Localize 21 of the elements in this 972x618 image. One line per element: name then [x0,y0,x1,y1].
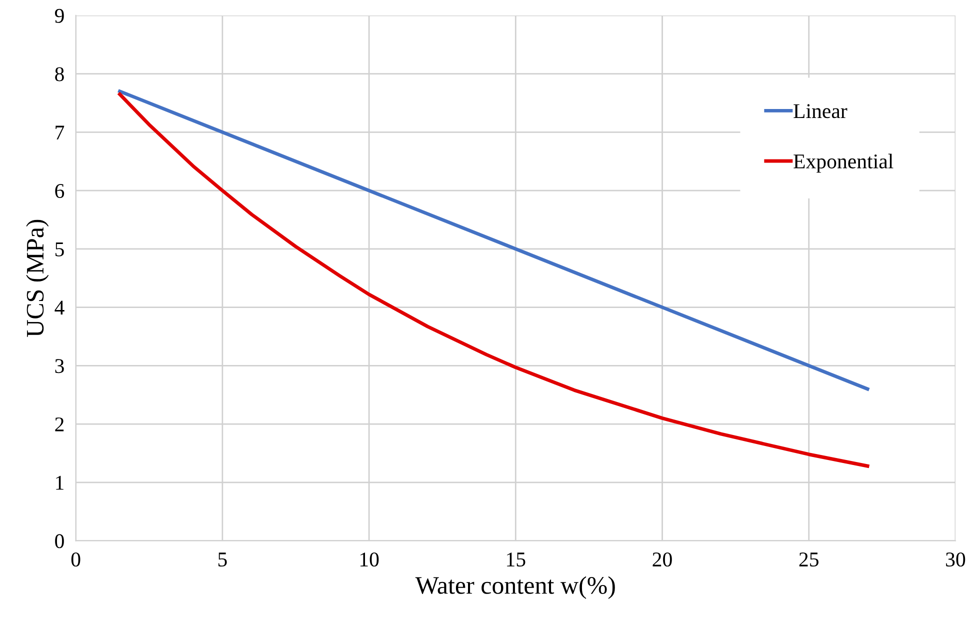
y-axis-title: UCS (MPa) [26,220,49,337]
y-tick-label: 9 [54,8,64,23]
y-tick-label: 2 [55,417,64,432]
y-tick-label: 1 [56,476,64,490]
x-tick-label: 15 [507,552,526,567]
y-tick-label: 7 [56,126,64,140]
y-tick-label: 3 [55,359,64,374]
x-tick-label: 5 [218,552,227,567]
legend-label: Linear [794,104,848,118]
x-tick-label: 10 [360,552,379,567]
y-tick-label: 8 [55,67,64,82]
x-axis-title: Water content w(%) [415,576,615,599]
y-tick-label: 6 [55,184,64,198]
x-tick-label: 25 [799,552,818,567]
y-tick-label: 0 [55,534,64,548]
y-tick-label: 5 [56,242,64,256]
x-tick-label: 20 [652,552,672,567]
x-tick-label: 0 [71,552,80,567]
y-tick-label: 4 [54,300,64,315]
x-tick-label: 30 [946,552,966,567]
legend-label: Exponential [794,154,894,173]
